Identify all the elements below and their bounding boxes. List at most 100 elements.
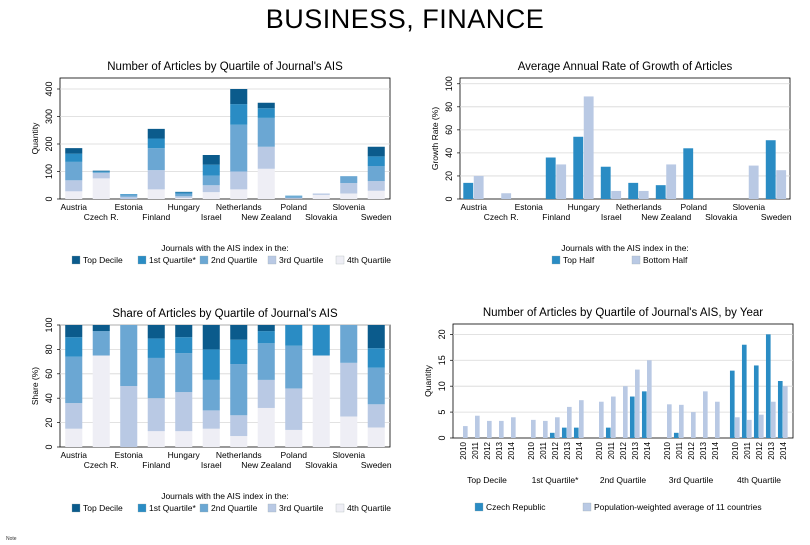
chart-articles-by-quartile: Number of Articles by Quartile of Journa… bbox=[30, 61, 392, 265]
bar-1st-quartile-2014-population-weighted-average-of-11-countries bbox=[579, 400, 584, 438]
bar-1st-quartile-2014-czech-republic bbox=[573, 427, 579, 438]
x-tick-label: Israel bbox=[201, 460, 222, 470]
legend-title: Journals with the AIS index in the: bbox=[161, 491, 289, 501]
x-tick-label-year: 2011 bbox=[675, 441, 684, 459]
legend-swatch-top-decile bbox=[71, 255, 81, 265]
x-tick-label-year: 2012 bbox=[687, 441, 696, 459]
bar-austria-1st-quartile bbox=[65, 337, 83, 357]
bar-2nd-quartile-2011-czech-republic bbox=[605, 427, 611, 438]
x-tick-label: Slovakia bbox=[305, 460, 337, 470]
bar-slovenia-bottom-half bbox=[748, 165, 759, 199]
bar-4th-quartile-2011-population-weighted-average-of-11-countries bbox=[747, 419, 752, 438]
x-tick-label: Slovenia bbox=[332, 450, 365, 460]
chart-title: Number of Articles by Quartile of Journa… bbox=[107, 61, 343, 73]
group-label-2nd-quartile: 2nd Quartile bbox=[600, 475, 647, 485]
bar-4th-quartile-2012-czech-republic bbox=[753, 365, 759, 438]
y-tick-label: 400 bbox=[44, 81, 54, 96]
x-tick-label: Hungary bbox=[168, 202, 201, 212]
x-tick-label-year: 2012 bbox=[755, 441, 764, 459]
x-tick-label: Israel bbox=[601, 212, 622, 222]
bar-israel-4th-quartile bbox=[202, 428, 220, 447]
bar-hungary-2nd-quartile bbox=[175, 193, 193, 197]
bar-1st-quartile-2011-population-weighted-average-of-11-countries bbox=[543, 420, 548, 438]
bar-3rd-quartile-2011-czech-republic bbox=[673, 432, 679, 438]
x-tick-label: Slovakia bbox=[305, 212, 337, 222]
bar-poland-3rd-quartile bbox=[285, 388, 303, 430]
bar-austria-4th-quartile bbox=[65, 428, 83, 447]
bar-2nd-quartile-2012-population-weighted-average-of-11-countries bbox=[623, 386, 628, 438]
x-tick-label-year: 2014 bbox=[711, 441, 720, 459]
legend-swatch-top-half bbox=[551, 255, 561, 265]
x-tick-label: Estonia bbox=[115, 450, 144, 460]
x-tick-label: Poland bbox=[281, 202, 308, 212]
bar-netherlands-3rd-quartile bbox=[230, 415, 248, 437]
legend-label-top-half: Top Half bbox=[563, 255, 595, 265]
y-tick-label: 0 bbox=[437, 435, 447, 440]
legend-label-1st-quartile: 1st Quartile* bbox=[149, 255, 196, 265]
bar-2nd-quartile-2011-population-weighted-average-of-11-countries bbox=[611, 396, 616, 438]
bar-austria-3rd-quartile bbox=[65, 403, 83, 429]
bar-austria-3rd-quartile bbox=[65, 180, 83, 192]
x-tick-label: Netherlands bbox=[616, 202, 662, 212]
bar-israel-1st-quartile bbox=[202, 164, 220, 176]
legend-title: Journals with the AIS index in the: bbox=[161, 243, 289, 253]
bar-finland-bottom-half bbox=[556, 164, 567, 199]
y-tick-label: 80 bbox=[44, 344, 54, 354]
bar-1st-quartile-2010-population-weighted-average-of-11-countries bbox=[531, 419, 536, 438]
bar-poland-top-half bbox=[683, 148, 694, 199]
legend-swatch-1st-quartile bbox=[137, 255, 147, 265]
bar-2nd-quartile-2013-population-weighted-average-of-11-countries bbox=[635, 369, 640, 438]
y-tick-label: 100 bbox=[44, 164, 54, 179]
bar-sweden-top-decile bbox=[367, 146, 385, 157]
bar-1st-quartile-2013-population-weighted-average-of-11-countries bbox=[567, 406, 572, 438]
y-tick-label: 60 bbox=[44, 369, 54, 379]
footnote: Note bbox=[6, 536, 17, 542]
bar-israel-3rd-quartile bbox=[202, 410, 220, 429]
bar-netherlands-top-decile bbox=[230, 325, 248, 340]
chart-share-by-quartile: Share of Articles by Quartile of Journal… bbox=[30, 308, 392, 513]
bar-hungary-4th-quartile bbox=[175, 431, 193, 447]
y-axis-label: Quantity bbox=[423, 364, 433, 396]
bar-hungary-bottom-half bbox=[583, 96, 594, 199]
bar-hungary-3rd-quartile bbox=[175, 392, 193, 432]
chart-growth-rate: Average Annual Rate of Growth of Article… bbox=[430, 61, 792, 265]
bar-3rd-quartile-2011-population-weighted-average-of-11-countries bbox=[679, 404, 684, 438]
bar-new-zealand-4th-quartile bbox=[257, 168, 275, 199]
x-tick-label: Slovenia bbox=[732, 202, 765, 212]
x-tick-label-year: 2013 bbox=[767, 441, 776, 459]
bar-3rd-quartile-2010-population-weighted-average-of-11-countries bbox=[667, 404, 672, 438]
group-label-4th-quartile: 4th Quartile bbox=[737, 475, 781, 485]
bar-4th-quartile-2012-population-weighted-average-of-11-countries bbox=[759, 414, 764, 438]
legend-swatch-2nd-quartile bbox=[199, 503, 209, 513]
x-tick-label: Finland bbox=[142, 212, 170, 222]
bar-netherlands-3rd-quartile bbox=[230, 171, 248, 190]
y-tick-label: 15 bbox=[437, 355, 447, 365]
bar-sweden-top-half bbox=[765, 140, 776, 199]
bar-hungary-2nd-quartile bbox=[175, 353, 193, 393]
bar-netherlands-top-half bbox=[628, 182, 639, 199]
page-title: BUSINESS, FINANCE bbox=[265, 4, 545, 34]
legend-title: Journals with the AIS index in the: bbox=[561, 243, 689, 253]
x-tick-label: Estonia bbox=[515, 202, 544, 212]
bar-1st-quartile-2013-czech-republic bbox=[561, 427, 567, 438]
x-tick-label: Czech R. bbox=[484, 212, 519, 222]
legend-swatch-top-decile bbox=[71, 503, 81, 513]
bar-top-decile-2012-population-weighted-average-of-11-countries bbox=[487, 420, 492, 438]
y-axis-label: Share (%) bbox=[30, 367, 40, 405]
bar-slovenia-2nd-quartile bbox=[340, 176, 358, 184]
legend-swatch-czech-republic bbox=[474, 502, 484, 512]
bar-poland-2nd-quartile bbox=[285, 345, 303, 389]
bar-sweden-4th-quartile bbox=[367, 427, 385, 447]
bar-4th-quartile-2011-czech-republic bbox=[741, 344, 747, 438]
bar-hungary-top-decile bbox=[175, 191, 193, 193]
y-tick-label: 20 bbox=[444, 171, 454, 181]
legend-label-bottom-half: Bottom Half bbox=[643, 255, 688, 265]
bar-2nd-quartile-2014-czech-republic bbox=[641, 391, 647, 438]
x-tick-label-year: 2013 bbox=[699, 441, 708, 459]
group-label-3rd-quartile: 3rd Quartile bbox=[669, 475, 714, 485]
y-tick-label: 0 bbox=[444, 196, 454, 201]
bar-israel-1st-quartile bbox=[202, 349, 220, 380]
bar-czech-r-2nd-quartile bbox=[92, 331, 110, 356]
bar-finland-4th-quartile bbox=[147, 189, 165, 199]
x-tick-label: Slovakia bbox=[705, 212, 737, 222]
